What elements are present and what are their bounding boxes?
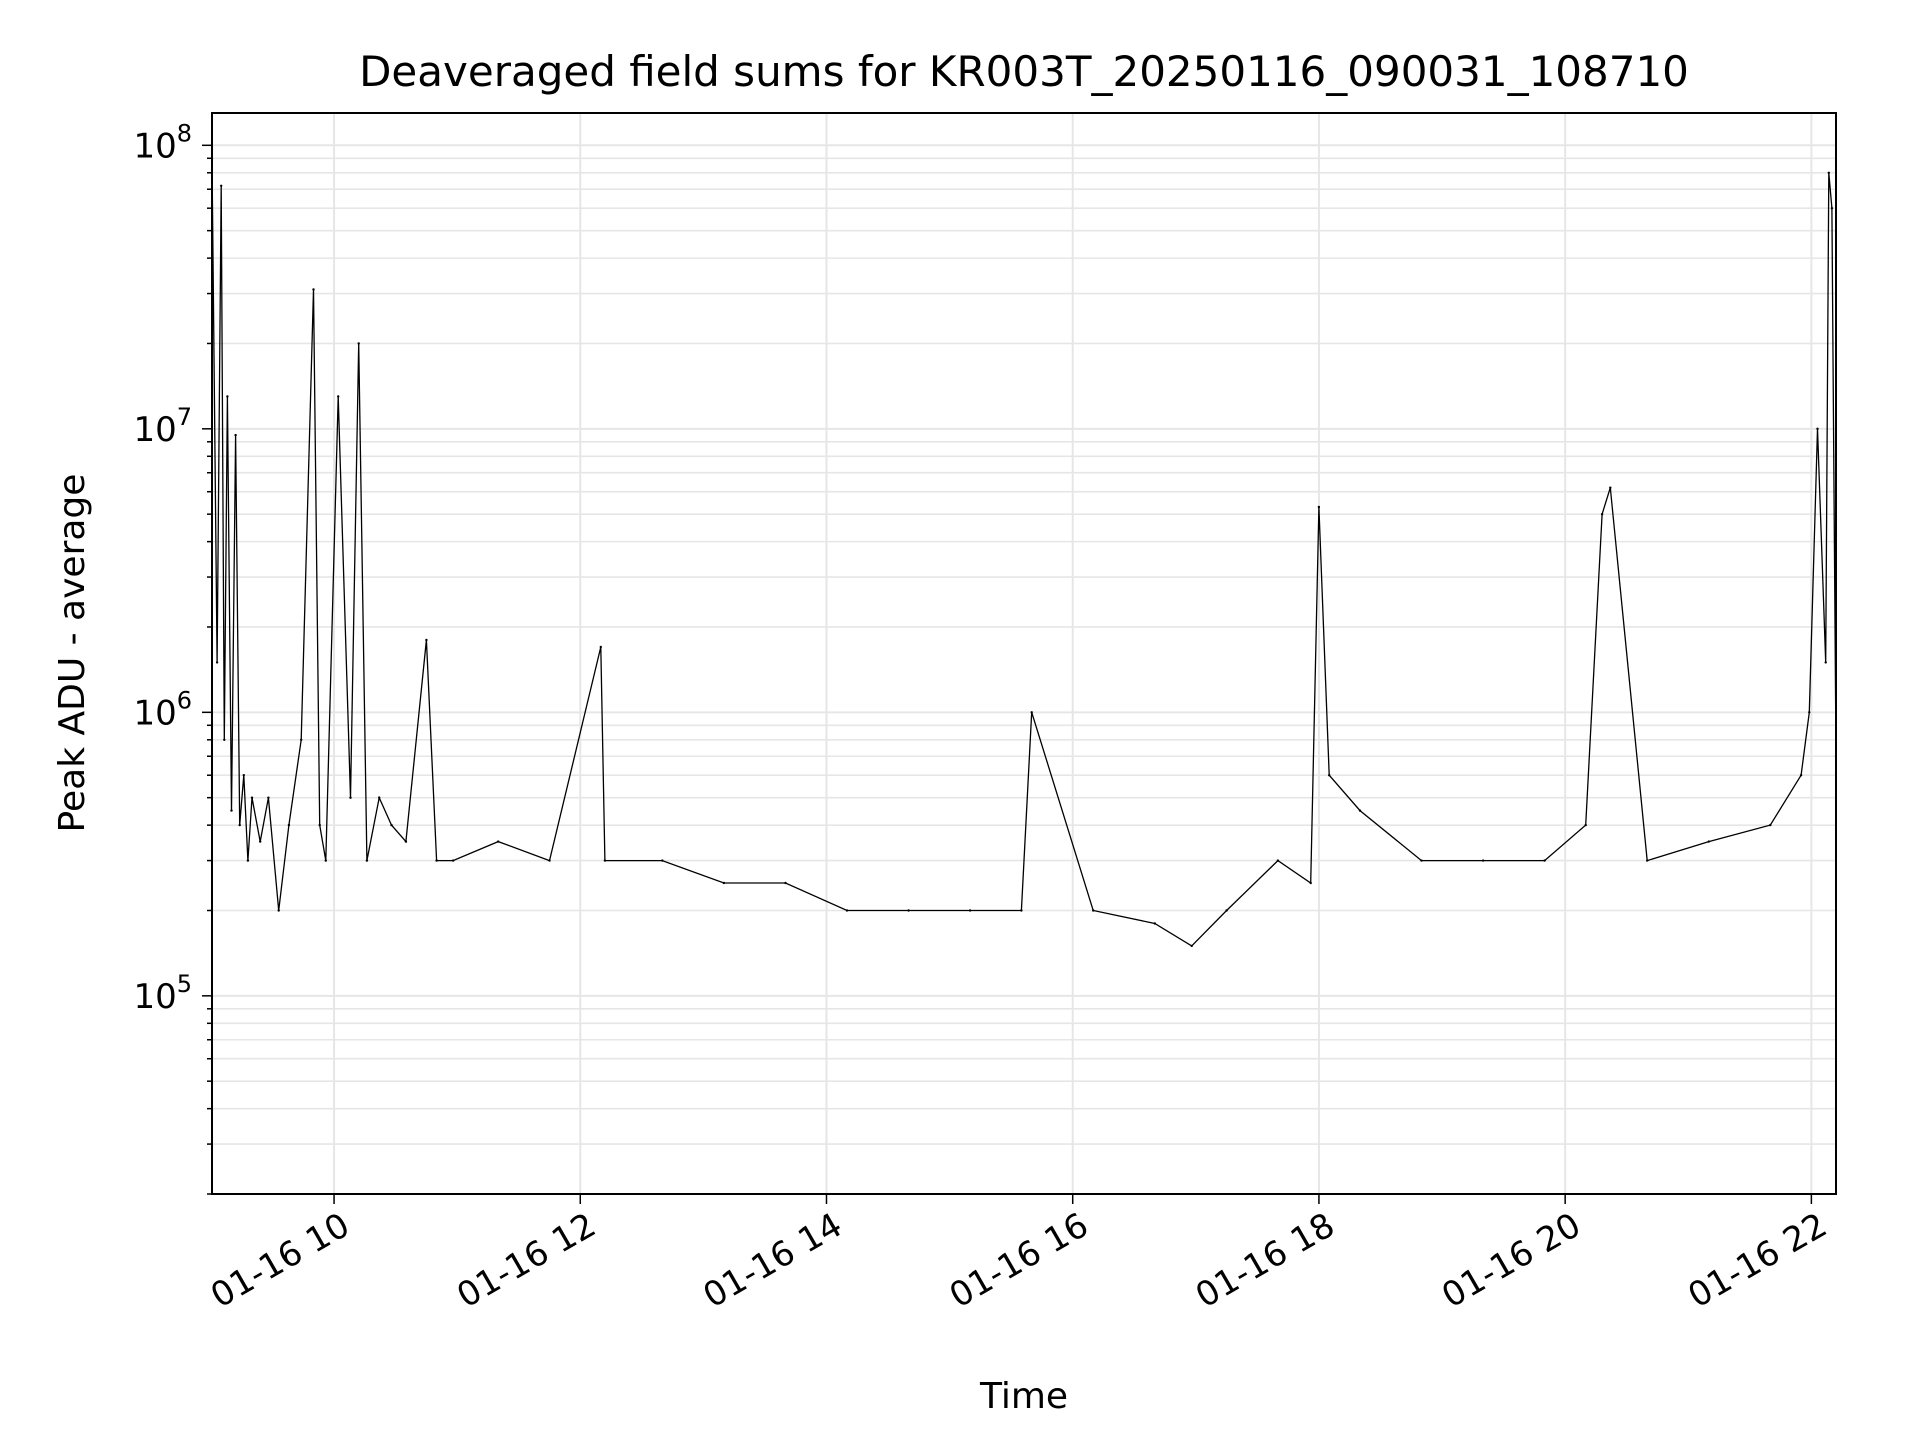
series-point <box>1276 859 1280 862</box>
series-point <box>1816 427 1819 430</box>
series-point <box>390 823 393 827</box>
plot-frame <box>211 112 1837 1195</box>
y-axis-label: Peak ADU - average <box>52 474 93 833</box>
series-point <box>226 395 229 398</box>
series-point <box>845 909 849 912</box>
grid <box>212 113 1836 1195</box>
series-point <box>425 638 428 642</box>
y-tick-label: 105 <box>133 970 192 1017</box>
series-point <box>1827 171 1831 174</box>
chart-title: Deaveraged field sums for KR003T_2025011… <box>359 47 1689 96</box>
series-line <box>212 158 1836 947</box>
series-point <box>907 909 910 912</box>
series-points <box>212 157 1836 948</box>
series-point <box>661 859 664 862</box>
series-point <box>599 645 602 649</box>
series-point <box>324 859 327 862</box>
y-tick-exponent: 6 <box>177 686 192 714</box>
x-axis-label: Time <box>979 1376 1068 1417</box>
y-tick-mantissa: 10 <box>133 410 176 450</box>
series-point <box>1420 859 1423 862</box>
series-point <box>784 881 787 885</box>
series-point <box>357 342 360 345</box>
series-point <box>968 909 972 912</box>
series-point <box>318 823 321 827</box>
y-tick-exponent: 8 <box>177 119 192 147</box>
series-point <box>1328 774 1331 777</box>
series-point <box>242 774 245 777</box>
series-point <box>312 288 315 291</box>
series-point <box>1317 505 1321 509</box>
series-point <box>603 859 607 862</box>
series-point <box>287 823 291 827</box>
series-point <box>1358 809 1362 812</box>
series-point <box>1153 922 1157 925</box>
series-point <box>267 796 270 799</box>
series-point <box>1799 774 1803 777</box>
series-point <box>246 859 250 862</box>
series-point <box>215 661 219 664</box>
series-point <box>1092 909 1095 912</box>
series-point <box>1543 859 1546 862</box>
y-tick-label: 108 <box>133 119 192 166</box>
series-point <box>1584 823 1587 827</box>
series-point <box>337 395 340 398</box>
series-point <box>1769 823 1772 827</box>
y-tick-mantissa: 10 <box>133 977 176 1017</box>
series-point <box>1309 881 1312 885</box>
series-point <box>1030 711 1033 714</box>
series-point <box>349 796 352 799</box>
series-point <box>1190 944 1193 948</box>
series-point <box>300 738 303 741</box>
series-point <box>1225 909 1228 912</box>
series-point <box>1824 661 1827 664</box>
y-tick-mantissa: 10 <box>133 126 176 166</box>
series-point <box>234 433 237 437</box>
series-point <box>259 840 262 843</box>
series-point <box>451 859 455 862</box>
y-tick-exponent: 7 <box>177 403 192 431</box>
series-point <box>1830 207 1834 210</box>
series-point <box>250 796 254 799</box>
series-point <box>1020 909 1023 912</box>
series-point <box>497 840 500 843</box>
series-point <box>223 738 226 741</box>
y-tick-label: 107 <box>133 403 192 450</box>
series-point <box>404 840 408 843</box>
series-point <box>378 796 381 799</box>
series-point <box>365 859 369 862</box>
series-point <box>277 909 280 912</box>
series-point <box>1600 513 1604 516</box>
series-point <box>230 809 233 812</box>
y-tick-label: 106 <box>133 686 192 733</box>
series-point <box>548 859 551 862</box>
series-point <box>1481 859 1485 862</box>
y-tick-exponent: 5 <box>177 970 192 998</box>
series-point <box>435 859 438 862</box>
series-point <box>1646 859 1649 862</box>
plot-area <box>212 157 1836 948</box>
series-point <box>1609 486 1612 489</box>
series-point <box>220 184 223 187</box>
y-tick-mantissa: 10 <box>133 693 176 733</box>
series-point <box>1808 711 1811 714</box>
series-point <box>238 823 241 827</box>
series-point <box>722 881 726 885</box>
series-point <box>1707 840 1711 843</box>
